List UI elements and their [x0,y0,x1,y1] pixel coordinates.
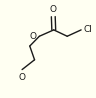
Text: O: O [19,73,26,82]
Text: Cl: Cl [84,25,92,34]
Text: O: O [30,32,37,41]
Text: O: O [50,5,57,14]
